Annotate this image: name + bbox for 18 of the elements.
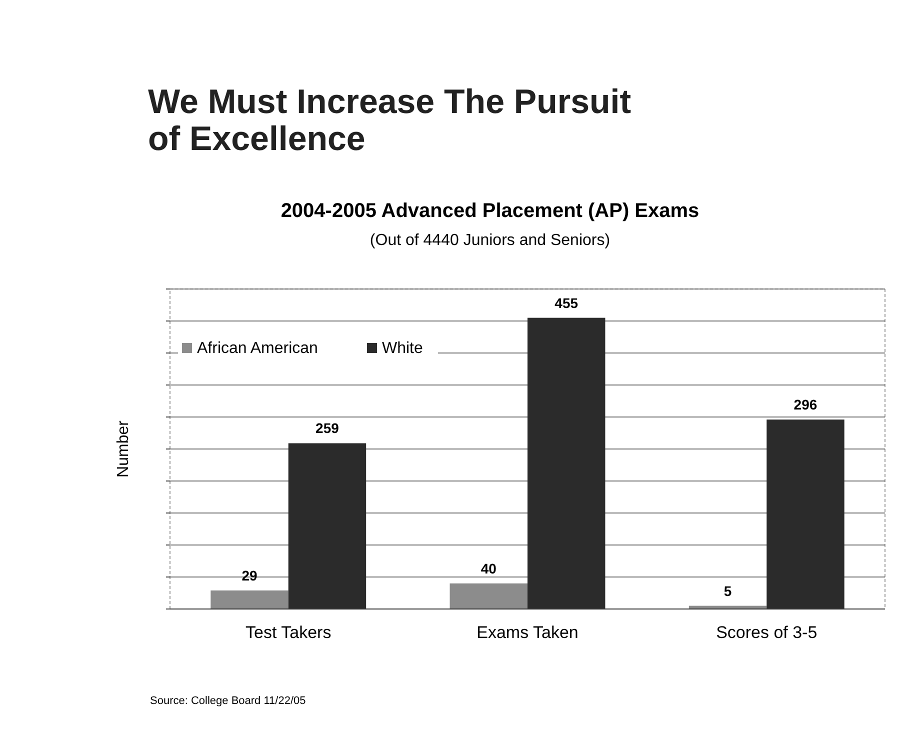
data-label: 29 [242,567,258,584]
bar [450,583,528,609]
x-tick-label: Exams Taken [476,623,578,642]
data-label: 296 [794,396,818,413]
chart-subtitle: (Out of 4440 Juniors and Seniors) [370,232,610,249]
x-tick-label: Scores of 3-5 [716,623,818,642]
chart-title: 2004-2005 Advanced Placement (AP) Exams [280,200,700,222]
y-axis-title: Number [115,420,132,478]
data-label: 455 [554,294,578,311]
bar [210,590,288,609]
legend-label: White [382,340,423,357]
data-label: 5 [724,582,732,599]
source-note: Source: College Board 11/22/05 [150,695,306,707]
legend-label: African American [197,340,318,357]
data-label: 259 [316,420,340,436]
text: We Must Increase The Pursuit of Excellence [148,83,632,158]
data-label: 40 [480,560,497,576]
x-tick-label: Test Takers [246,623,332,642]
